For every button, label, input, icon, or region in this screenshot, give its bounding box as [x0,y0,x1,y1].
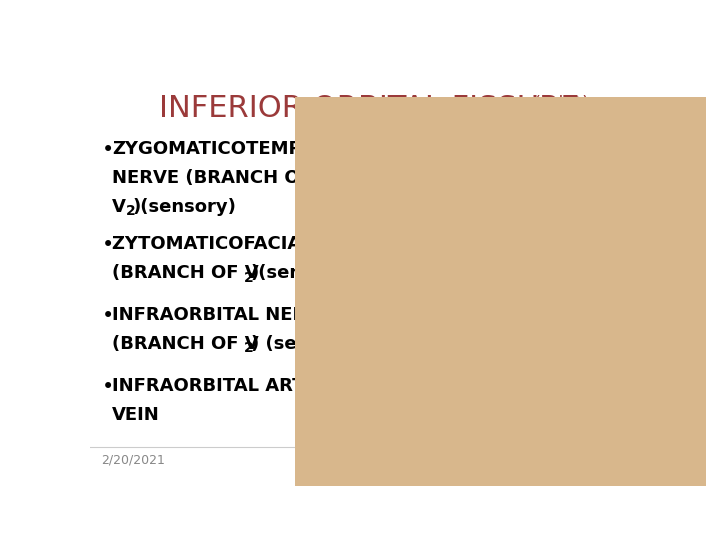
Text: INFRAORBITAL NERVE: INFRAORBITAL NERVE [112,306,333,324]
Text: •: • [102,235,114,255]
Text: ZYGOMATICOTEMPORAL: ZYGOMATICOTEMPORAL [112,140,356,158]
Text: INFRAORBITAL ARTERY &: INFRAORBITAL ARTERY & [112,377,365,395]
Text: (orbit): (orbit) [534,94,590,113]
Text: •: • [102,377,114,397]
Text: 8: 8 [629,454,637,467]
Text: VEIN: VEIN [112,406,160,424]
Text: •: • [102,306,114,326]
Text: (BRANCH OF V: (BRANCH OF V [112,265,259,282]
Text: )(sensory): )(sensory) [133,198,237,216]
Text: 2: 2 [243,271,253,285]
Text: (BRANCH OF V: (BRANCH OF V [112,335,259,353]
Text: 2: 2 [243,341,253,355]
Text: )(sensory): )(sensory) [251,265,354,282]
Text: •: • [102,140,114,160]
Text: NERVE (BRANCH OF: NERVE (BRANCH OF [112,168,312,187]
Text: INFERIOR ORBITAL FISSURE: INFERIOR ORBITAL FISSURE [158,94,580,123]
Text: ) (sensory): ) (sensory) [251,335,361,353]
Text: ZYTOMATICOFACIAL NERVE: ZYTOMATICOFACIAL NERVE [112,235,387,253]
Text: 2: 2 [126,204,135,218]
Text: SCNM, ANAT 604, Skull: SCNM, ANAT 604, Skull [297,454,441,467]
Text: V: V [112,198,126,216]
Text: 2/20/2021: 2/20/2021 [101,454,165,467]
